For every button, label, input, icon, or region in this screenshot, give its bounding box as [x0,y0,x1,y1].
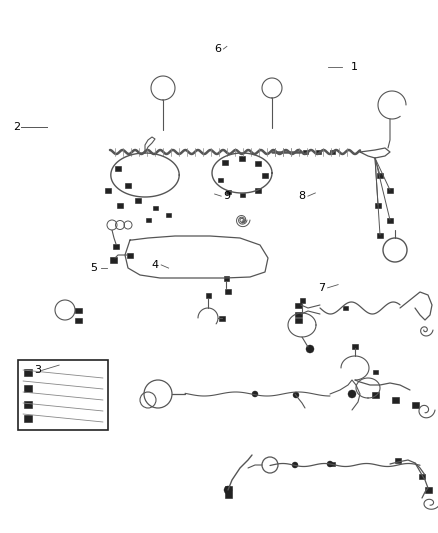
Bar [240,193,244,197]
Bar [419,473,425,479]
Text: 1: 1 [351,62,358,71]
Text: 7: 7 [318,283,325,293]
Bar [239,156,245,160]
Bar [113,244,119,248]
Bar [372,370,378,374]
Bar [255,188,261,192]
Bar [424,487,431,493]
Bar [125,182,131,188]
Bar [343,306,347,310]
Bar [387,217,393,222]
Bar [115,166,121,171]
Bar [262,173,268,177]
Bar [222,159,228,165]
Circle shape [293,392,299,398]
Circle shape [327,461,333,467]
Bar [152,206,158,210]
Bar [300,297,304,303]
Bar [255,160,261,166]
Circle shape [252,391,258,397]
Bar [387,188,393,192]
Text: 5: 5 [91,263,98,273]
Text: 8: 8 [299,191,306,201]
Bar [411,402,418,408]
Circle shape [292,462,298,468]
Bar [375,203,381,207]
Bar [294,318,301,322]
Bar [226,190,230,194]
Bar [145,218,151,222]
Bar [303,150,307,154]
Bar [110,257,117,263]
Bar [135,198,141,203]
Bar [395,457,401,463]
Bar [377,232,383,238]
Bar [117,203,123,207]
Bar [225,486,232,498]
Bar [105,188,111,192]
Bar [127,253,133,257]
Bar [24,400,32,408]
Bar [225,288,231,294]
Bar [329,462,335,466]
Circle shape [306,345,314,353]
Text: 2: 2 [13,122,20,132]
Bar [18,360,108,430]
Text: 4: 4 [151,260,158,270]
Text: 3: 3 [34,366,41,375]
Bar [294,311,301,317]
Bar [294,303,301,308]
Bar [24,368,32,376]
Bar [74,308,81,312]
Bar [377,173,383,177]
Bar [166,213,170,217]
Circle shape [348,390,356,398]
Bar [24,384,32,392]
Bar [329,150,335,154]
Bar [24,415,32,422]
Bar [371,392,378,398]
Bar [352,343,358,349]
Text: 6: 6 [215,44,222,54]
Bar [74,318,81,322]
Bar [315,150,321,154]
Bar [205,293,211,297]
Bar [218,178,223,182]
Text: 9: 9 [223,191,230,201]
Bar [219,316,225,320]
Circle shape [224,486,232,494]
Bar [223,276,229,280]
Bar [392,397,399,403]
